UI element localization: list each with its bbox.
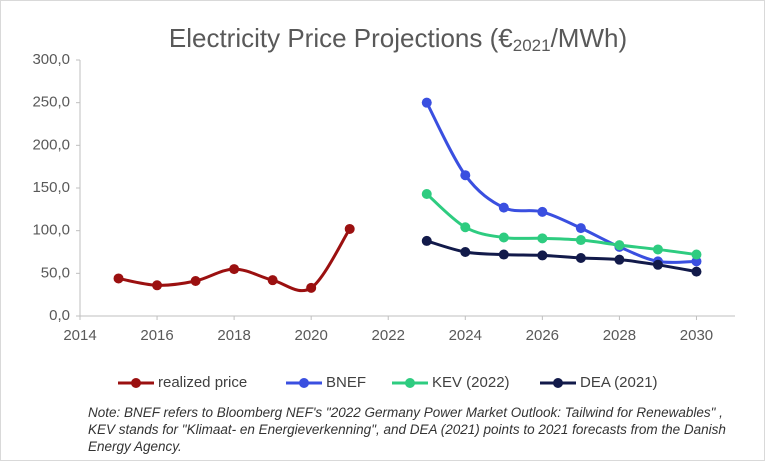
x-tick-label: 2014 <box>63 327 96 344</box>
legend-marker <box>405 378 415 388</box>
point <box>537 250 548 261</box>
point <box>306 282 317 293</box>
point <box>267 275 278 286</box>
y-tick-label: 250,0 <box>32 94 70 111</box>
x-tick-label: 2024 <box>449 327 482 344</box>
x-tick-label: 2016 <box>140 327 173 344</box>
title-end: /MWh) <box>551 23 628 53</box>
x-tick-label: 2022 <box>372 327 405 344</box>
legend-marker <box>299 378 309 388</box>
y-tick-label: 0,0 <box>49 307 70 324</box>
point <box>498 202 509 213</box>
x-tick-label: 2020 <box>294 327 327 344</box>
point <box>152 280 163 291</box>
legend-marker <box>131 378 141 388</box>
chart-title: Electricity Price Projections (€2021/MWh… <box>169 23 627 56</box>
x-tick-label: 2028 <box>603 327 636 344</box>
point <box>229 264 240 275</box>
y-tick-label: 200,0 <box>32 136 70 153</box>
point <box>460 222 471 233</box>
point <box>498 232 509 243</box>
point <box>421 188 432 199</box>
title-main: Electricity Price Projections (€ <box>169 23 513 53</box>
point <box>575 223 586 234</box>
note: Note: BNEF refers to Bloomberg NEF's "20… <box>88 405 726 454</box>
point <box>691 249 702 260</box>
point <box>460 247 471 257</box>
point <box>652 259 663 270</box>
point <box>344 223 355 234</box>
point <box>537 233 548 244</box>
x-tick-label: 2026 <box>526 327 559 344</box>
legend-label: KEV (2022) <box>432 374 510 391</box>
point <box>421 235 432 246</box>
point <box>460 170 471 181</box>
y-tick-label: 300,0 <box>32 51 70 68</box>
point <box>614 254 625 265</box>
point <box>113 273 124 284</box>
legend-label: realized price <box>158 374 247 391</box>
point <box>421 97 432 108</box>
legend-marker <box>553 378 563 388</box>
y-tick-label: 50,0 <box>41 264 70 281</box>
legend-label: DEA (2021) <box>580 374 658 391</box>
x-tick-label: 2030 <box>680 327 713 344</box>
point <box>190 276 201 287</box>
y-tick-label: 100,0 <box>32 222 70 239</box>
legend-label: BNEF <box>326 374 366 391</box>
point <box>575 235 586 246</box>
point <box>575 252 586 263</box>
title-sub: 2021 <box>513 36 551 55</box>
point <box>614 240 625 251</box>
point <box>537 206 548 217</box>
x-tick-label: 2018 <box>217 327 250 344</box>
point <box>498 249 509 260</box>
point <box>691 266 702 277</box>
y-tick-label: 150,0 <box>32 179 70 196</box>
series-line <box>118 228 351 293</box>
point <box>652 244 663 255</box>
